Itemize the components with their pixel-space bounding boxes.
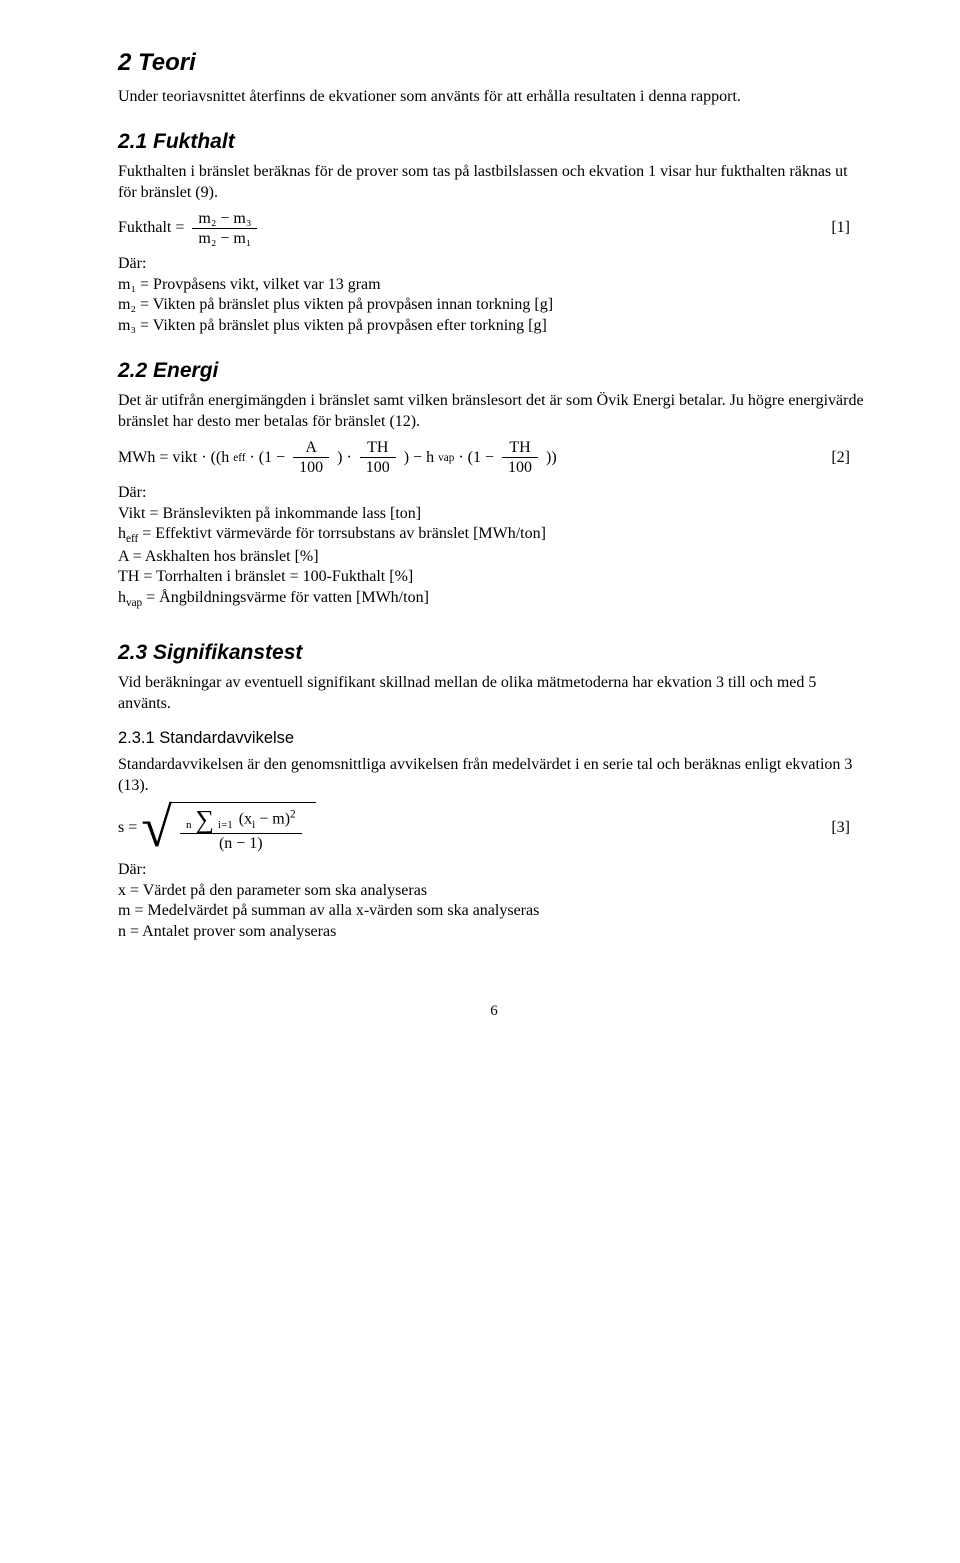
def-TH: TH = Torrhalten i bränslet = 100-Fukthal… — [118, 567, 870, 587]
def-heff-pre: h — [118, 525, 126, 542]
eq2-frac1-num: A — [293, 438, 329, 458]
heading-2-1: 2.1 Fukthalt — [118, 129, 870, 156]
eq3-den: (n − 1) — [180, 834, 302, 853]
def-hvap-pre: h — [118, 589, 126, 606]
eq3-ref: [3] — [831, 818, 870, 838]
where-1: Där: — [118, 254, 870, 274]
eq2-frac3-den: 100 — [502, 458, 538, 477]
eq2-mid: ) − h — [404, 448, 434, 468]
def-heff-sub: eff — [126, 534, 138, 546]
def-hvap-post: = Ångbildningsvärme för vatten [MWh/ton] — [142, 589, 429, 606]
eq1-frac: m₂ − m₃ m₂ − m₁ — [192, 209, 257, 248]
eq3-summand-pre: (x — [239, 811, 252, 828]
eq2-heff-sub: eff — [233, 451, 245, 465]
intro-2-1: Fukthalten i bränslet beräknas för de pr… — [118, 162, 870, 203]
eq2-hvap-sub: vap — [438, 451, 454, 465]
intro-2: Under teoriavsnittet återfinns de ekvati… — [118, 87, 870, 107]
eq3-sqrt: √ n ∑ i=1 (xi − m)2 (n − 1) — [141, 802, 315, 854]
eq3-lhs: s = — [118, 818, 137, 838]
def-hvap: hvap = Ångbildningsvärme för vatten [MWh… — [118, 588, 870, 611]
eq1-eq: = — [175, 218, 184, 238]
intro-2-2: Det är utifrån energimängden i bränslet … — [118, 391, 870, 432]
where-2: Där: — [118, 483, 870, 503]
def-vikt: Vikt = Bränslevikten på inkommande lass … — [118, 504, 870, 524]
def-n: n = Antalet prover som analyseras — [118, 922, 870, 942]
eq3-num: n ∑ i=1 (xi − m)2 — [180, 807, 302, 834]
sigma-icon: ∑ — [195, 805, 214, 834]
eq2-frac2-num: TH — [360, 438, 396, 458]
eq3-sum-top: n — [186, 819, 192, 831]
eq2-ref: [2] — [831, 448, 870, 468]
eq2-frac3: TH 100 — [502, 438, 538, 477]
eq1-lhs: Fukthalt — [118, 218, 171, 238]
eq2-frac1-den: 100 — [293, 458, 329, 477]
eq2-frac3-num: TH — [502, 438, 538, 458]
equation-2: MWh = vikt · ((h eff · (1 − A 100 ) · TH … — [118, 438, 870, 477]
eq3-sum-bot: i=1 — [218, 819, 233, 831]
eq3-summand-sup: 2 — [290, 809, 296, 821]
eq2-frac2-den: 100 — [360, 458, 396, 477]
equation-3: s = √ n ∑ i=1 (xi − m)2 (n − 1) [3] — [118, 802, 870, 854]
intro-2-3-1: Standardavvikelsen är den genomsnittliga… — [118, 755, 870, 796]
eq1-den: m₂ − m₁ — [192, 229, 257, 248]
eq2-close1: ) · — [337, 448, 352, 468]
def-A: A = Askhalten hos bränslet [%] — [118, 547, 870, 567]
def-heff: heff = Effektivt värmevärde för torrsubs… — [118, 524, 870, 547]
eq1-num: m₂ − m₃ — [192, 209, 257, 229]
def-m2: m₂ = Vikten på bränslet plus vikten på p… — [118, 295, 870, 315]
def-hvap-sub: vap — [126, 597, 142, 609]
def-x: x = Värdet på den parameter som ska anal… — [118, 881, 870, 901]
eq3-frac: n ∑ i=1 (xi − m)2 (n − 1) — [180, 807, 302, 853]
heading-2-3-1: 2.3.1 Standardavvikelse — [118, 728, 870, 749]
page-number: 6 — [118, 1002, 870, 1021]
def-m1: m₁ = Provpåsens vikt, vilket var 13 gram — [118, 275, 870, 295]
equation-1: Fukthalt = m₂ − m₃ m₂ − m₁ [1] — [118, 209, 870, 248]
heading-2-2: 2.2 Energi — [118, 358, 870, 385]
eq2-tail: )) — [546, 448, 557, 468]
eq2-frac1: A 100 — [293, 438, 329, 477]
eq2-after-heff: · (1 − — [249, 448, 285, 468]
eq2-frac2: TH 100 — [360, 438, 396, 477]
intro-2-3: Vid beräkningar av eventuell signifikant… — [118, 673, 870, 714]
eq3-sum: n ∑ i=1 — [186, 807, 233, 833]
def-heff-post: = Effektivt värmevärde för torrsubstans … — [138, 525, 546, 542]
heading-2: 2 Teori — [118, 48, 870, 79]
eq1-ref: [1] — [831, 218, 870, 238]
heading-2-3: 2.3 Signifikanstest — [118, 640, 870, 667]
eq2-pre: MWh = vikt · ((h — [118, 448, 229, 468]
def-m3: m₃ = Vikten på bränslet plus vikten på p… — [118, 316, 870, 336]
eq2-after-hvap: · (1 − — [458, 448, 494, 468]
radical-icon: √ — [141, 802, 172, 854]
eq3-summand-mid: − m) — [255, 811, 290, 828]
where-3: Där: — [118, 860, 870, 880]
def-m: m = Medelvärdet på summan av alla x-värd… — [118, 901, 870, 921]
